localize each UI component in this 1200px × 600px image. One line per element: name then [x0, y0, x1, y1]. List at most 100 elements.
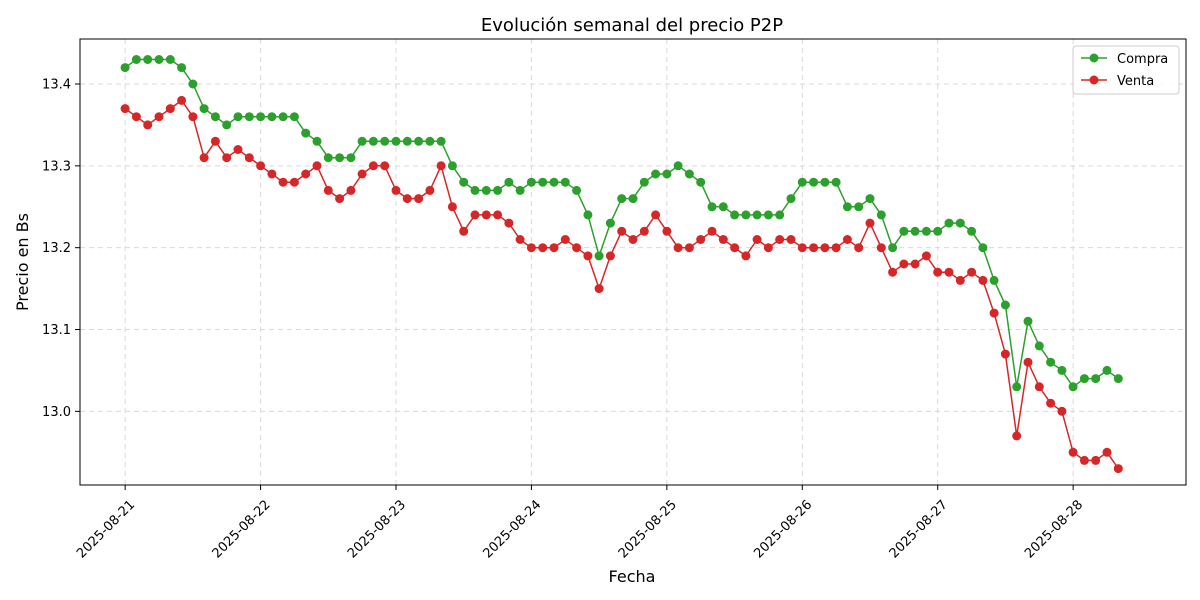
series-line-compra	[124, 58, 1119, 388]
data-point-venta	[199, 153, 209, 163]
data-point-compra	[402, 136, 412, 146]
data-point-compra	[617, 194, 627, 204]
data-point-venta	[786, 235, 796, 244]
data-point-compra	[1102, 365, 1112, 375]
data-point-compra	[786, 194, 796, 204]
data-point-compra	[267, 112, 277, 122]
data-point-compra	[368, 136, 378, 146]
data-point-venta	[955, 275, 965, 285]
data-point-compra	[639, 177, 649, 187]
data-point-venta	[1113, 464, 1123, 474]
data-point-venta	[481, 210, 491, 220]
data-point-compra	[222, 120, 232, 130]
data-point-compra	[549, 177, 559, 187]
data-point-venta	[651, 210, 661, 220]
data-point-venta	[921, 251, 931, 261]
data-point-compra	[899, 226, 909, 236]
data-point-venta	[244, 153, 254, 163]
data-point-venta	[718, 235, 728, 244]
data-point-compra	[244, 112, 254, 122]
data-point-venta	[380, 161, 390, 171]
data-point-venta	[391, 185, 401, 195]
data-point-venta	[842, 235, 852, 244]
chart-title: Evolución semanal del precio P2P	[481, 15, 783, 36]
data-point-venta	[752, 235, 762, 244]
data-point-compra	[955, 218, 965, 228]
y-tick-label: 13.3	[42, 159, 71, 174]
data-point-venta	[1034, 382, 1044, 392]
data-point-venta	[763, 243, 773, 253]
x-tick-label: 2025-08-27	[887, 497, 951, 561]
series-venta	[120, 95, 1123, 474]
data-point-compra	[459, 177, 469, 187]
data-point-compra	[1091, 374, 1101, 384]
data-point-compra	[256, 112, 266, 122]
data-point-venta	[1000, 349, 1010, 359]
x-tick-label: 2025-08-23	[345, 497, 409, 561]
y-axis-label: Precio en Bs	[13, 213, 32, 311]
data-point-compra	[323, 153, 333, 163]
data-point-venta	[989, 308, 999, 318]
data-point-compra	[481, 185, 491, 195]
data-point-compra	[583, 210, 593, 220]
data-point-compra	[289, 112, 299, 122]
data-point-venta	[504, 218, 514, 228]
x-tick-label: 2025-08-22	[210, 497, 274, 561]
data-point-venta	[289, 177, 299, 187]
data-point-compra	[233, 112, 243, 122]
data-point-compra	[154, 55, 164, 64]
y-tick-label: 13.0	[42, 405, 71, 420]
data-point-compra	[831, 177, 841, 187]
data-point-venta	[899, 259, 909, 269]
data-point-venta	[267, 169, 277, 179]
data-point-compra	[380, 136, 390, 146]
data-point-compra	[120, 63, 130, 73]
series-compra	[120, 55, 1123, 392]
data-point-venta	[526, 243, 536, 253]
x-tick-label: 2025-08-21	[74, 497, 138, 561]
data-point-compra	[718, 202, 728, 212]
data-point-venta	[538, 243, 548, 253]
data-point-compra	[910, 226, 920, 236]
data-point-venta	[741, 251, 751, 261]
data-point-venta	[256, 161, 266, 171]
data-point-venta	[323, 185, 333, 195]
data-point-venta	[301, 169, 311, 179]
data-point-compra	[335, 153, 345, 163]
data-point-compra	[470, 185, 480, 195]
data-point-venta	[1012, 431, 1022, 441]
data-point-venta	[775, 235, 785, 244]
x-tick-label: 2025-08-26	[751, 497, 815, 561]
data-point-venta	[278, 177, 288, 187]
data-point-compra	[605, 218, 615, 228]
data-point-venta	[515, 235, 525, 244]
data-point-venta	[312, 161, 322, 171]
data-point-venta	[346, 185, 356, 195]
data-point-venta	[617, 226, 627, 236]
data-point-compra	[177, 63, 187, 73]
data-point-venta	[583, 251, 593, 261]
data-point-venta	[414, 194, 424, 204]
data-point-venta	[820, 243, 830, 253]
x-tick-label: 2025-08-25	[616, 497, 680, 561]
data-point-venta	[177, 95, 187, 105]
data-point-venta	[707, 226, 717, 236]
data-point-venta	[131, 112, 141, 122]
legend-marker-venta	[1089, 75, 1099, 85]
data-point-compra	[346, 153, 356, 163]
data-point-compra	[312, 136, 322, 146]
data-point-venta	[425, 185, 435, 195]
data-point-venta	[357, 169, 367, 179]
x-tick-label: 2025-08-28	[1022, 497, 1086, 561]
data-point-venta	[549, 243, 559, 253]
data-point-compra	[888, 243, 898, 253]
data-point-compra	[865, 194, 875, 204]
data-point-venta	[368, 161, 378, 171]
data-point-compra	[696, 177, 706, 187]
data-point-compra	[301, 128, 311, 138]
data-point-venta	[888, 267, 898, 277]
data-point-compra	[1034, 341, 1044, 351]
data-point-venta	[493, 210, 503, 220]
data-point-venta	[120, 104, 130, 114]
y-tick-label: 13.4	[42, 78, 71, 93]
